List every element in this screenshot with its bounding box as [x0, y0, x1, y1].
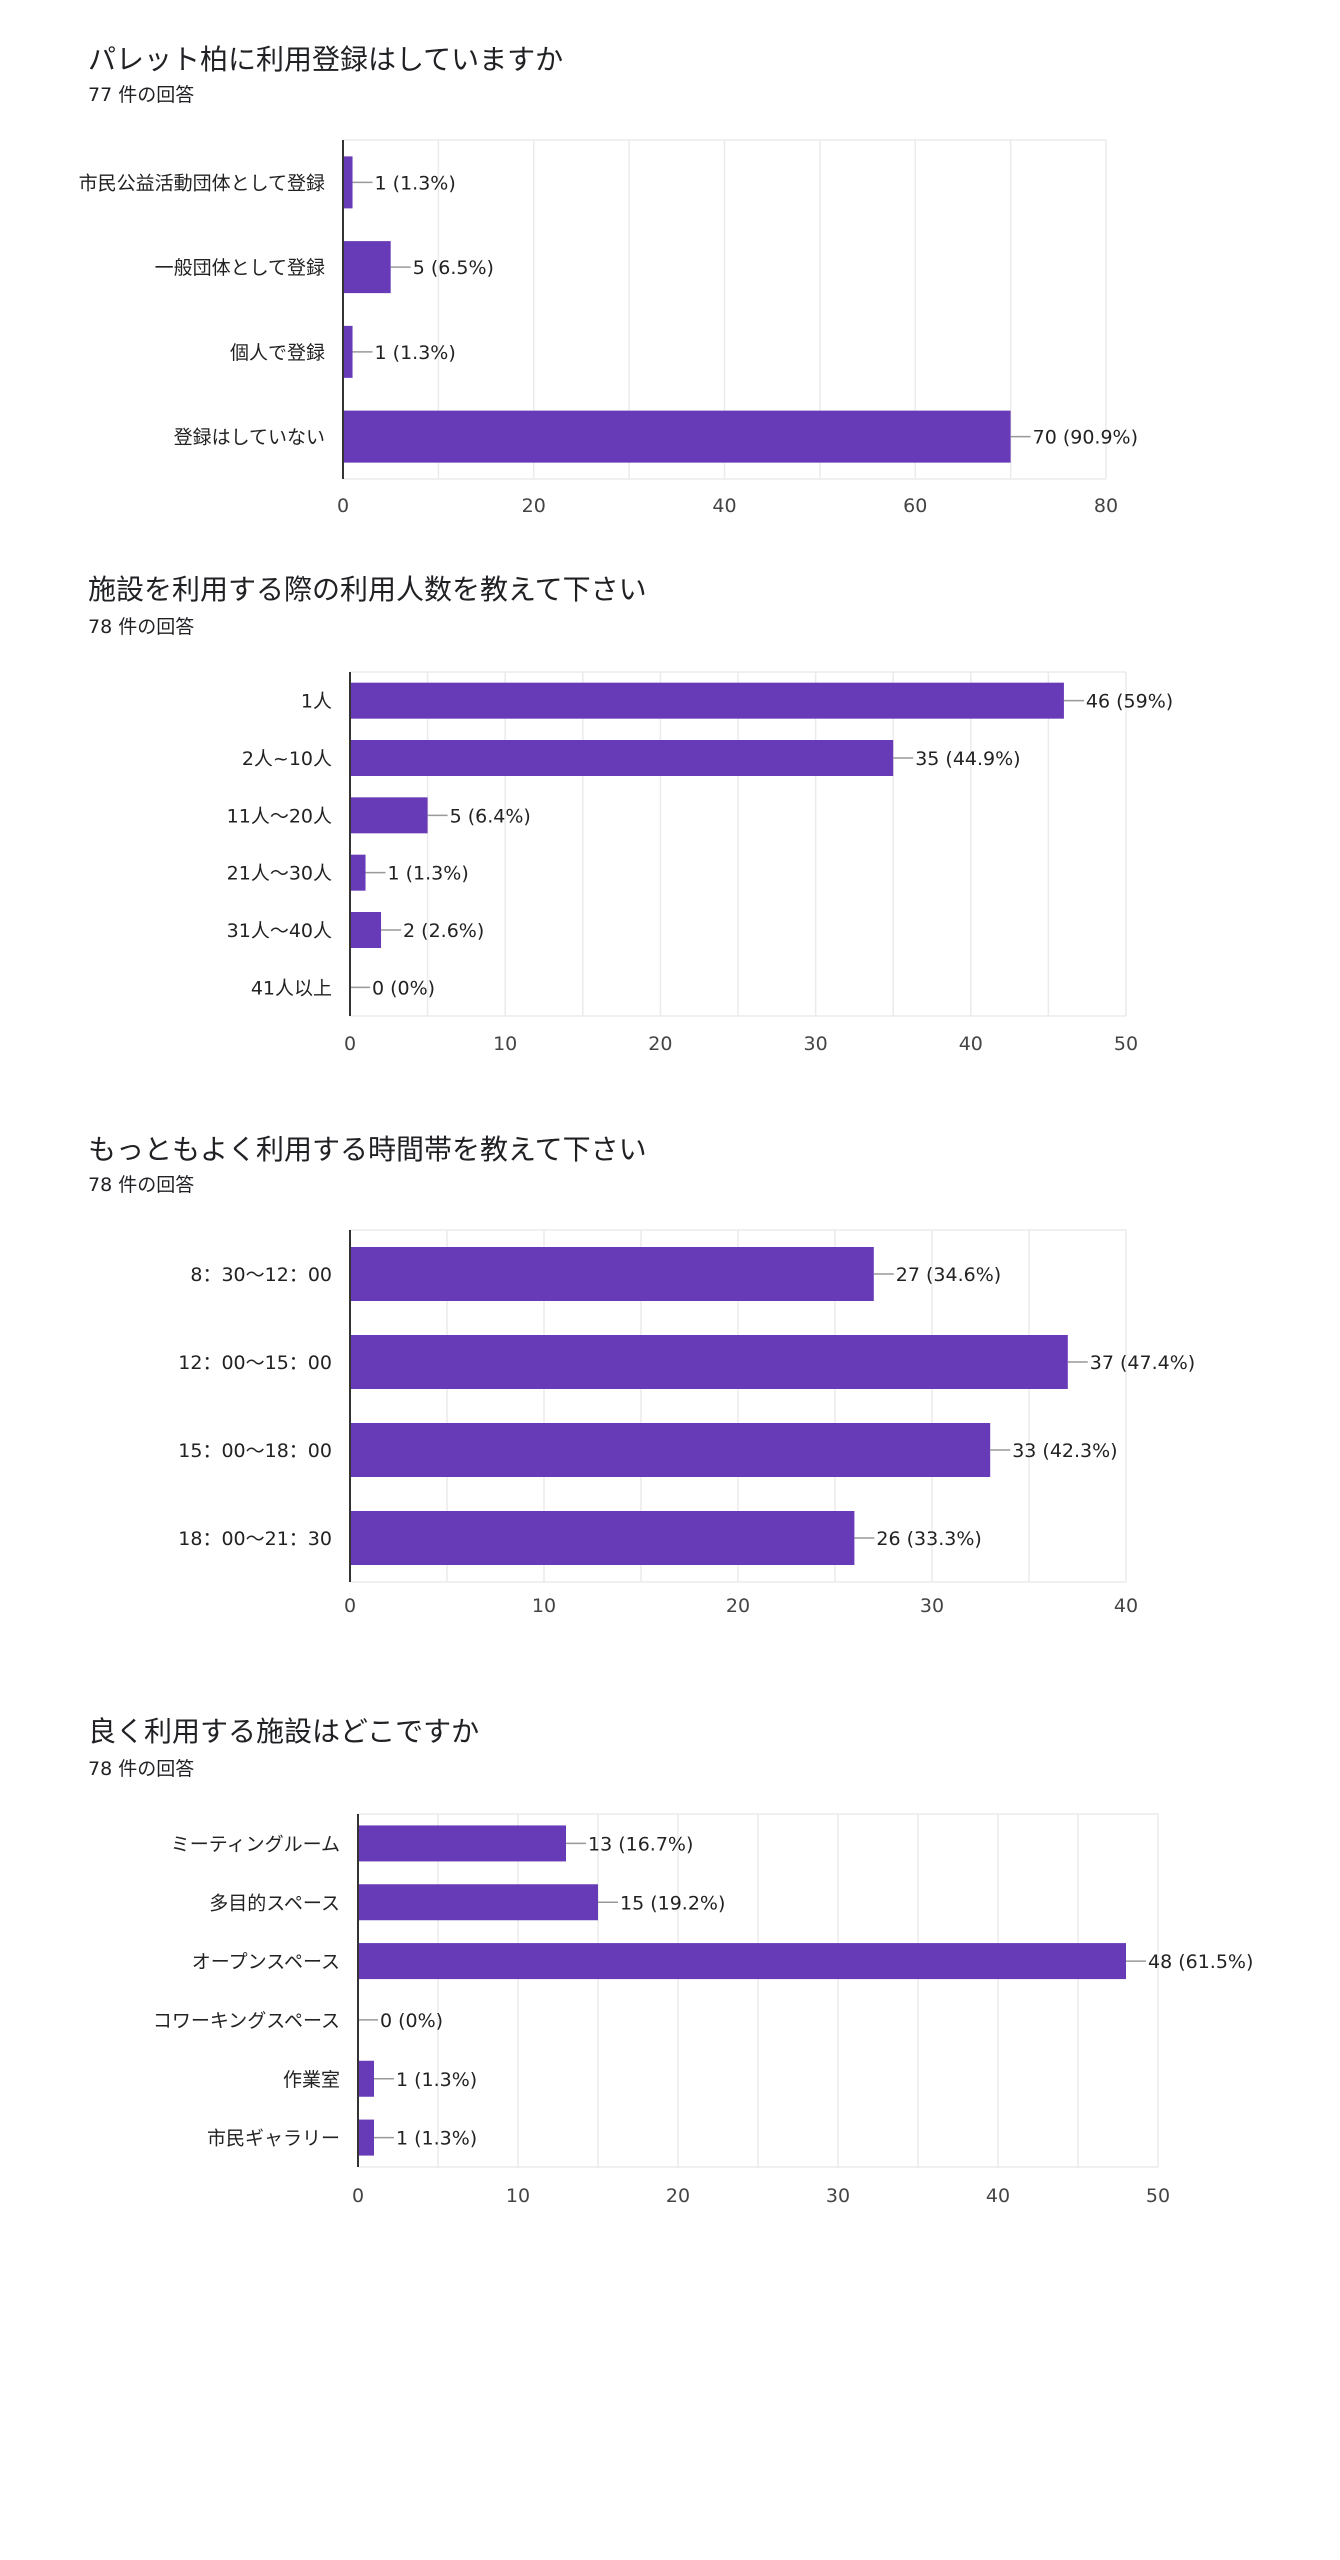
- x-tick-label: 10: [532, 1595, 556, 1617]
- category-label: 18：00〜21：30: [178, 1528, 332, 1550]
- data-label: 48 (61.5%): [1148, 1951, 1253, 1973]
- bar: [350, 797, 428, 834]
- x-tick-label: 80: [1094, 495, 1118, 517]
- category-label: 作業室: [283, 2069, 340, 2091]
- category-label: ミーティングルーム: [171, 1833, 340, 1855]
- x-tick-label: 40: [959, 1033, 983, 1055]
- bar: [350, 912, 382, 948]
- data-label: 1 (1.3%): [375, 342, 456, 364]
- data-label: 70 (90.9%): [1033, 427, 1138, 449]
- response-count: 78 件の回答: [88, 1174, 195, 1196]
- x-tick-label: 40: [712, 495, 736, 517]
- bar: [358, 1884, 598, 1921]
- x-tick-label: 20: [666, 2185, 690, 2207]
- chart-title: パレット柏に利用登録はしていますか: [88, 43, 564, 76]
- x-tick-label: 50: [1114, 1033, 1138, 1055]
- category-label: 11人～20人: [227, 805, 332, 827]
- x-tick-label: 20: [648, 1033, 672, 1055]
- category-label: 登録はしていない: [174, 427, 325, 449]
- bar: [350, 1423, 991, 1477]
- chart-title: 施設を利用する際の利用人数を教えて下さい: [88, 573, 647, 606]
- response-count: 78 件の回答: [88, 1758, 195, 1780]
- bar: [350, 682, 1064, 719]
- category-label: 12：00〜15：00: [178, 1352, 332, 1374]
- data-label: 1 (1.3%): [396, 2128, 477, 2150]
- data-label: 37 (47.4%): [1090, 1352, 1195, 1374]
- x-tick-label: 0: [344, 1033, 356, 1055]
- chart-title: もっともよく利用する時間帯を教えて下さい: [88, 1133, 647, 1166]
- category-label: 31人～40人: [227, 920, 332, 942]
- bar: [358, 1825, 566, 1862]
- response-count: 78 件の回答: [88, 616, 195, 638]
- response-count: 77 件の回答: [88, 84, 195, 106]
- bar: [350, 1335, 1068, 1389]
- category-label: 市民ギャラリー: [207, 2128, 340, 2150]
- category-label: 一般団体として登録: [155, 257, 325, 279]
- category-label: 2人~10人: [242, 748, 332, 770]
- data-label: 1 (1.3%): [388, 863, 469, 885]
- data-label: 5 (6.4%): [450, 805, 531, 827]
- x-tick-label: 40: [1114, 1595, 1138, 1617]
- category-label: 多目的スペース: [209, 1892, 340, 1914]
- data-label: 13 (16.7%): [588, 1833, 693, 1855]
- x-tick-label: 0: [337, 495, 349, 517]
- category-label: 15：00〜18：00: [178, 1440, 332, 1462]
- category-label: 21人～30人: [227, 863, 332, 885]
- x-tick-label: 30: [804, 1033, 828, 1055]
- data-label: 27 (34.6%): [896, 1264, 1001, 1286]
- bar: [358, 2060, 374, 2097]
- bar: [343, 241, 391, 294]
- bar: [343, 156, 353, 209]
- data-label: 1 (1.3%): [396, 2069, 477, 2091]
- chart-title: 良く利用する施設はどこですか: [88, 1715, 480, 1748]
- data-label: 5 (6.5%): [413, 257, 494, 279]
- bar: [358, 1943, 1126, 1980]
- data-label: 15 (19.2%): [620, 1892, 725, 1914]
- bar: [343, 325, 353, 378]
- bar: [350, 1511, 855, 1565]
- data-label: 0 (0%): [380, 2010, 443, 2032]
- category-label: 8：30〜12：00: [190, 1264, 332, 1286]
- bar: [343, 410, 1011, 463]
- data-label: 2 (2.6%): [403, 920, 484, 942]
- category-label: 市民公益活動団体として登録: [79, 172, 325, 194]
- data-label: 46 (59%): [1086, 691, 1173, 713]
- x-tick-label: 50: [1146, 2185, 1170, 2207]
- x-tick-label: 0: [352, 2185, 364, 2207]
- data-label: 0 (0%): [372, 977, 435, 999]
- x-tick-label: 30: [826, 2185, 850, 2207]
- x-tick-label: 20: [522, 495, 546, 517]
- x-tick-label: 30: [920, 1595, 944, 1617]
- bar: [350, 854, 366, 891]
- category-label: 41人以上: [251, 977, 332, 999]
- x-tick-label: 10: [506, 2185, 530, 2207]
- data-label: 1 (1.3%): [375, 172, 456, 194]
- x-tick-label: 40: [986, 2185, 1010, 2207]
- x-tick-label: 60: [903, 495, 927, 517]
- category-label: 1人: [301, 691, 332, 713]
- bar: [350, 1247, 874, 1301]
- x-tick-label: 10: [493, 1033, 517, 1055]
- category-label: コワーキングスペース: [153, 2010, 340, 2032]
- data-label: 33 (42.3%): [1012, 1440, 1117, 1462]
- bar: [350, 740, 894, 776]
- bar: [358, 2119, 374, 2156]
- x-tick-label: 0: [344, 1595, 356, 1617]
- data-label: 26 (33.3%): [876, 1528, 981, 1550]
- category-label: 個人で登録: [230, 342, 325, 364]
- category-label: オープンスペース: [192, 1951, 340, 1973]
- data-label: 35 (44.9%): [915, 748, 1020, 770]
- x-tick-label: 20: [726, 1595, 750, 1617]
